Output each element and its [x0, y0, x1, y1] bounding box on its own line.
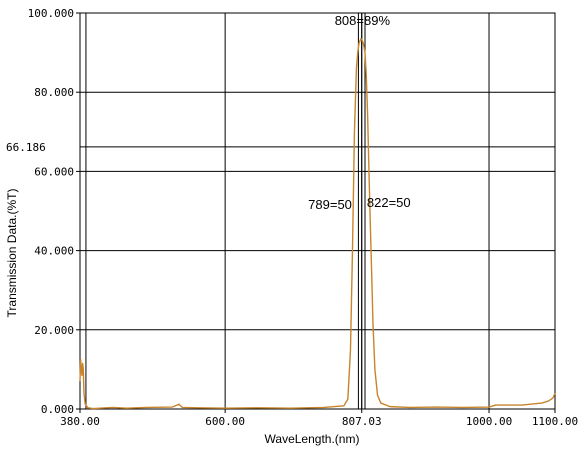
y-tick-label: 40.000 — [34, 245, 74, 258]
x-tick-labels: 380.00 600.00 807.03 1000.00 1100.00 — [60, 415, 578, 428]
y-axis-title: Transmission Data.(%T) — [5, 189, 19, 318]
y-tick-label: 100.000 — [28, 7, 74, 20]
annotation-label: 789=50 — [308, 197, 352, 212]
transmission-series-line — [79, 38, 556, 410]
x-tick-label: 807.03 — [342, 415, 382, 428]
y-tick-label: 20.000 — [34, 324, 74, 337]
plot-area — [79, 12, 556, 410]
x-tick-label: 600.00 — [205, 415, 245, 428]
y-tick-labels: 0.000 20.000 40.000 60.000 80.000 100.000 — [28, 7, 74, 416]
series-group — [79, 38, 556, 410]
y-tick-label: 60.000 — [34, 165, 74, 178]
marker-lines — [80, 13, 555, 409]
annotation-label: 808=89% — [335, 13, 391, 28]
annotation-label: 822=50 — [367, 195, 411, 210]
y-gridlines — [76, 12, 555, 410]
y-tick-label: 80.000 — [34, 86, 74, 99]
x-axis-title: WaveLength.(nm) — [265, 432, 360, 446]
x-tick-label: 1100.00 — [532, 415, 578, 428]
x-tick-label: 1000.00 — [466, 415, 512, 428]
marker-level-label: 66.186 — [6, 141, 46, 154]
annotation-labels: 808=89% 789=50 822=50 — [308, 13, 410, 212]
y-tick-label: 0.000 — [41, 403, 74, 416]
x-tick-label: 380.00 — [60, 415, 100, 428]
